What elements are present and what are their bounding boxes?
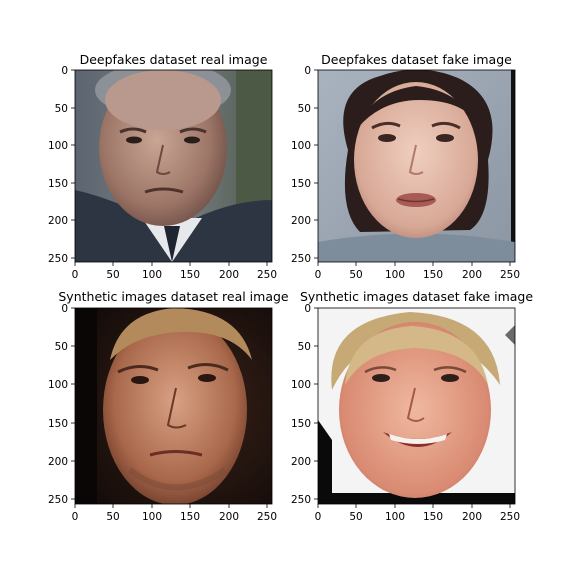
panel-title: Synthetic images dataset fake image xyxy=(300,289,533,304)
x-tick-label: 250 xyxy=(257,511,277,523)
x-tick-label: 100 xyxy=(385,511,405,523)
x-tick-label: 250 xyxy=(500,511,520,523)
y-tick-label: 200 xyxy=(48,456,68,468)
panel-synthetic-real: Synthetic images dataset real image 0 50… xyxy=(48,289,289,523)
y-tick-label: 100 xyxy=(48,379,68,391)
y-tick-label: 150 xyxy=(291,178,311,190)
face-image xyxy=(75,62,272,262)
panel-title: Deepfakes dataset real image xyxy=(80,52,268,67)
y-tick-label: 150 xyxy=(48,418,68,430)
x-tick-label: 150 xyxy=(180,269,200,281)
y-tick-label: 100 xyxy=(291,379,311,391)
face-image xyxy=(318,69,515,262)
y-tick-label: 250 xyxy=(48,494,68,506)
x-tick-label: 150 xyxy=(423,511,443,523)
face-image xyxy=(318,308,515,504)
y-tick-label: 50 xyxy=(55,103,68,115)
x-tick-label: 200 xyxy=(219,511,239,523)
y-tick-label: 250 xyxy=(48,253,68,265)
x-tick-label: 100 xyxy=(142,511,162,523)
x-tick-label: 200 xyxy=(462,511,482,523)
x-tick-label: 100 xyxy=(142,269,162,281)
panel-title: Synthetic images dataset real image xyxy=(58,289,289,304)
x-tick-label: 200 xyxy=(219,269,239,281)
panel-synthetic-fake: Synthetic images dataset fake image xyxy=(291,289,533,523)
x-tick-label: 150 xyxy=(180,511,200,523)
y-tick-label: 150 xyxy=(291,418,311,430)
y-tick-label: 100 xyxy=(48,140,68,152)
y-tick-label: 50 xyxy=(55,341,68,353)
y-tick-label: 250 xyxy=(291,253,311,265)
x-tick-label: 50 xyxy=(349,511,362,523)
y-tick-label: 250 xyxy=(291,494,311,506)
y-tick-label: 200 xyxy=(291,456,311,468)
y-tick-label: 200 xyxy=(291,215,311,227)
y-tick-label: 50 xyxy=(298,103,311,115)
x-tick-label: 0 xyxy=(315,269,322,281)
x-tick-label: 200 xyxy=(462,269,482,281)
x-tick-label: 0 xyxy=(315,511,322,523)
x-tick-label: 0 xyxy=(72,511,79,523)
x-tick-label: 100 xyxy=(385,269,405,281)
panel-title: Deepfakes dataset fake image xyxy=(321,52,512,67)
y-tick-label: 0 xyxy=(304,303,311,315)
panel-deepfakes-fake: Deepfakes dataset fake image 0 50 xyxy=(291,52,520,281)
x-tick-label: 0 xyxy=(72,269,79,281)
y-tick-label: 100 xyxy=(291,140,311,152)
y-tick-label: 0 xyxy=(304,65,311,77)
x-tick-label: 250 xyxy=(500,269,520,281)
y-tick-label: 50 xyxy=(298,341,311,353)
y-tick-label: 150 xyxy=(48,178,68,190)
x-tick-label: 50 xyxy=(106,269,119,281)
x-tick-label: 150 xyxy=(423,269,443,281)
x-tick-label: 50 xyxy=(106,511,119,523)
face-image xyxy=(75,308,272,505)
x-tick-label: 50 xyxy=(349,269,362,281)
panel-deepfakes-real: Deepfakes dataset real image 0 xyxy=(48,52,277,281)
y-tick-label: 0 xyxy=(61,303,68,315)
y-tick-label: 200 xyxy=(48,215,68,227)
x-tick-label: 250 xyxy=(257,269,277,281)
y-tick-label: 0 xyxy=(61,65,68,77)
